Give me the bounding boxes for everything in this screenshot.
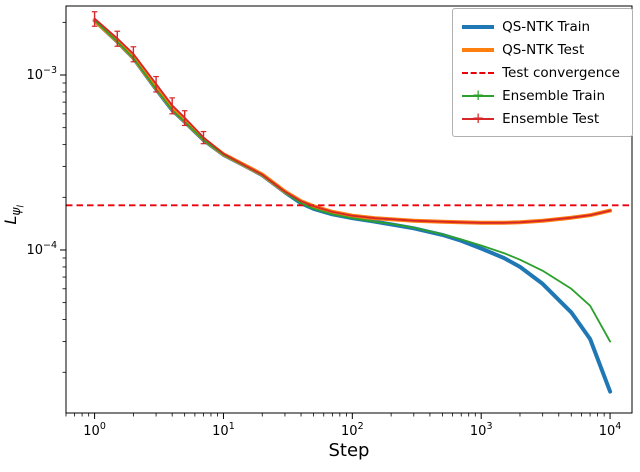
legend-line-sample-qs-ntk-test	[462, 42, 495, 57]
svg-text:10−4: 10−4	[26, 240, 57, 258]
svg-text:10−3: 10−3	[26, 65, 57, 83]
legend-label: Ensemble Train	[502, 87, 605, 104]
svg-text:104: 104	[599, 421, 622, 439]
svg-text:103: 103	[470, 421, 493, 439]
svg-text:100: 100	[83, 421, 106, 439]
legend-item-qs-ntk-train: QS-NTK Train	[462, 15, 620, 38]
x-axis-label: Step	[328, 440, 370, 461]
legend-line-sample-qs-ntk-train	[462, 19, 495, 34]
plus-marker-icon: +	[471, 85, 485, 104]
legend-item-qs-ntk-test: QS-NTK Test	[462, 38, 620, 61]
legend-label: QS-NTK Test	[502, 41, 585, 58]
legend: QS-NTK Train QS-NTK Test Test convergenc…	[452, 8, 633, 137]
y-axis-label: Lψl	[1, 160, 27, 270]
legend-label: Ensemble Test	[502, 110, 600, 127]
legend-label: Test convergence	[502, 64, 620, 81]
plus-marker-icon: +	[471, 108, 485, 127]
legend-errorbar-sample-ensemble-train: +	[462, 85, 495, 104]
legend-item-test-convergence: Test convergence	[462, 61, 620, 84]
legend-errorbar-sample-ensemble-test: +	[462, 108, 495, 127]
legend-item-ensemble-train: + Ensemble Train	[462, 84, 620, 107]
y-axis-label-sub: ψ	[9, 207, 24, 216]
y-axis-label-subsub: l	[16, 205, 27, 208]
svg-text:101: 101	[212, 421, 235, 439]
legend-label: QS-NTK Train	[502, 18, 591, 35]
legend-dashed-line-sample	[462, 65, 495, 80]
svg-text:102: 102	[341, 421, 364, 439]
y-axis-label-base: L	[1, 215, 21, 225]
legend-item-ensemble-test: + Ensemble Test	[462, 107, 620, 130]
